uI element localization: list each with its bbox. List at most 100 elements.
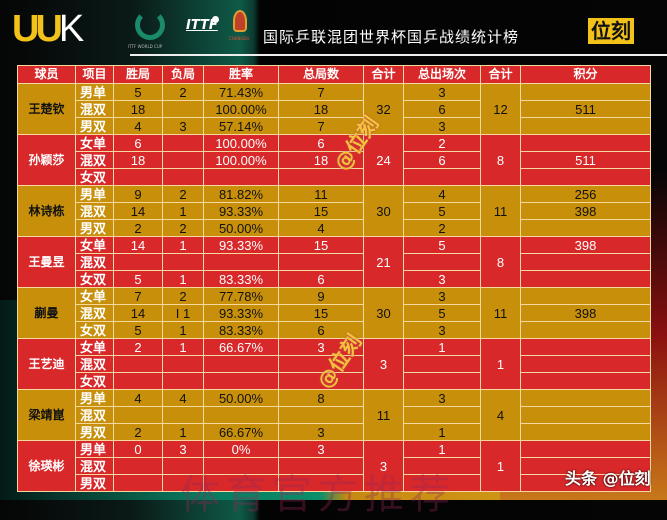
points-cell xyxy=(520,372,651,390)
points-cell xyxy=(520,321,651,339)
losses-cell xyxy=(162,406,204,424)
losses-cell: 2 xyxy=(162,287,204,305)
event-cell: 混双 xyxy=(75,202,114,220)
appearances-cell: 5 xyxy=(403,304,481,322)
losses-cell: 3 xyxy=(162,117,204,135)
ping-pong-ball-icon xyxy=(212,16,219,23)
appearances-cell: 2 xyxy=(403,134,481,152)
event-cell: 女单 xyxy=(75,338,114,356)
appearances-total-cell: 1 xyxy=(480,338,521,390)
appearances-cell: 5 xyxy=(403,202,481,220)
total-games-cell: 15 xyxy=(278,202,364,220)
points-cell: 398 xyxy=(520,202,651,220)
player-name: 孙颖莎 xyxy=(17,134,76,186)
win-rate-cell: 66.67% xyxy=(203,338,279,356)
losses-cell xyxy=(162,457,204,475)
event-cell: 混双 xyxy=(75,151,114,169)
losses-cell xyxy=(162,372,204,390)
table-row: 混双 14 I 1 93.33% 15 5 398 xyxy=(18,304,651,322)
table-row: 混双 xyxy=(18,406,651,424)
player-name: 王曼昱 xyxy=(17,236,76,288)
points-cell: 398 xyxy=(520,304,651,322)
total-games-cell: 7 xyxy=(278,117,364,135)
total-games-cell: 3 xyxy=(278,338,364,356)
player-name: 蒯曼 xyxy=(17,287,76,339)
column-header: 胜局 xyxy=(113,65,163,84)
total-games-cell: 9 xyxy=(278,287,364,305)
wins-cell: 2 xyxy=(113,219,163,237)
games-total-cell: 30 xyxy=(363,287,404,339)
losses-cell: 2 xyxy=(162,185,204,203)
table-row: 女双 xyxy=(18,372,651,390)
win-rate-cell xyxy=(203,406,279,424)
losses-cell: 1 xyxy=(162,338,204,356)
appearances-cell xyxy=(403,474,481,492)
header-divider xyxy=(130,54,667,56)
win-rate-cell: 50.00% xyxy=(203,389,279,407)
win-rate-cell: 50.00% xyxy=(203,219,279,237)
table-row: 混双 18 100.00% 18 6 511 xyxy=(18,151,651,169)
win-rate-cell: 81.82% xyxy=(203,185,279,203)
losses-cell: 2 xyxy=(162,83,204,101)
losses-cell: 4 xyxy=(162,389,204,407)
points-cell xyxy=(520,117,651,135)
points-cell xyxy=(520,219,651,237)
chengdu-emblem-text: CHENGDU xyxy=(229,36,250,41)
column-header: 总局数 xyxy=(278,65,364,84)
table-row: 徐瑛彬 男单 0 3 0% 3 3 1 1 xyxy=(17,440,651,492)
win-rate-cell: 83.33% xyxy=(203,270,279,288)
event-cell: 女单 xyxy=(75,287,114,305)
points-cell xyxy=(520,474,651,492)
wins-cell: 5 xyxy=(113,83,163,101)
column-header: 负局 xyxy=(162,65,204,84)
appearances-cell: 2 xyxy=(403,219,481,237)
losses-cell xyxy=(162,151,204,169)
watermark-faint: 体育官方推荐 xyxy=(180,472,456,518)
appearances-total-cell: 4 xyxy=(480,389,521,441)
total-games-cell: 8 xyxy=(278,389,364,407)
stats-table: 球员 项目 胜局 负局 胜率 总局数 合计 总出场次 合计 积分 王楚钦 男单 5 2 71.43% 7 32… xyxy=(17,65,651,492)
games-total-cell: 30 xyxy=(363,185,404,237)
points-cell xyxy=(520,423,651,441)
total-games-cell xyxy=(278,474,364,492)
losses-cell xyxy=(162,355,204,373)
win-rate-cell: 100.00% xyxy=(203,151,279,169)
win-rate-cell: 71.43% xyxy=(203,83,279,101)
appearances-cell: 6 xyxy=(403,151,481,169)
wins-cell: 4 xyxy=(113,117,163,135)
wins-cell: 14 xyxy=(113,304,163,322)
table-row: 王曼昱 女单 14 1 93.33% 15 21 5 8 398 xyxy=(17,236,651,288)
event-cell: 女双 xyxy=(75,321,114,339)
brand-badge: 位刻 xyxy=(588,18,634,44)
event-cell: 混双 xyxy=(75,304,114,322)
event-cell: 男单 xyxy=(75,185,114,203)
event-cell: 男单 xyxy=(75,389,114,407)
player-name: 梁靖崑 xyxy=(17,389,76,441)
total-games-cell xyxy=(278,406,364,424)
wins-cell: 5 xyxy=(113,270,163,288)
wins-cell: 18 xyxy=(113,100,163,118)
table-row: 林诗栋 男单 9 2 81.82% 11 30 4 11 256 xyxy=(17,185,651,237)
event-cell: 混双 xyxy=(75,355,114,373)
appearances-total-cell: 1 xyxy=(480,440,521,492)
points-cell: 398 xyxy=(520,236,651,254)
games-total-cell: 3 xyxy=(363,440,404,492)
appearances-cell: 4 xyxy=(403,185,481,203)
appearances-cell: 1 xyxy=(403,338,481,356)
appearances-cell: 3 xyxy=(403,389,481,407)
table-row: 孙颖莎 女单 6 100.00% 6 24 2 8 xyxy=(17,134,651,186)
table-row: 男双 xyxy=(18,474,651,492)
event-cell: 女双 xyxy=(75,372,114,390)
table-row: 混双 xyxy=(18,457,651,475)
table-row: 王艺迪 女单 2 1 66.67% 3 3 1 1 xyxy=(17,338,651,390)
total-games-cell: 7 xyxy=(278,83,364,101)
event-cell: 男单 xyxy=(75,83,114,101)
watermark-toutiao: 头条 @位刻 xyxy=(565,469,651,488)
losses-cell: 3 xyxy=(162,440,204,458)
win-rate-cell: 0% xyxy=(203,440,279,458)
wins-cell: 4 xyxy=(113,389,163,407)
appearances-cell xyxy=(403,168,481,186)
appearances-cell xyxy=(403,406,481,424)
event-cell: 男单 xyxy=(75,440,114,458)
losses-cell xyxy=(162,474,204,492)
